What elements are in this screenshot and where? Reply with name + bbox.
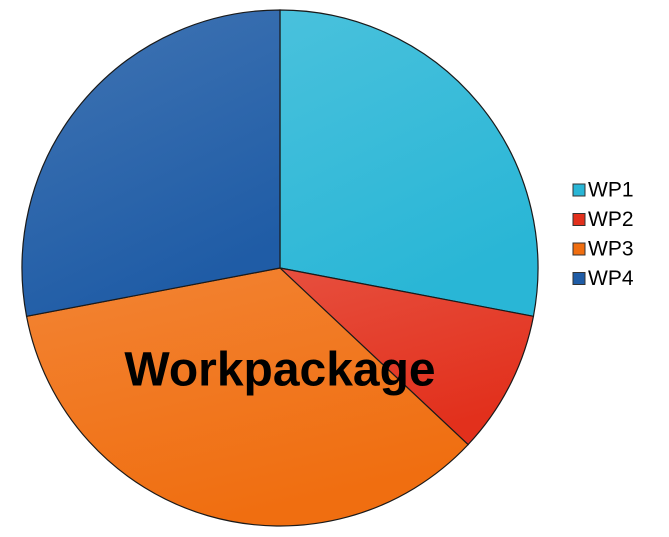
pie-slice	[279, 9, 539, 318]
legend-label: WP4	[588, 267, 634, 290]
pie	[21, 9, 539, 527]
pie-slice	[25, 267, 469, 527]
legend-swatch	[572, 272, 586, 285]
legend-label: WP2	[588, 208, 634, 231]
legend-swatch	[572, 183, 586, 197]
legend-swatch	[572, 242, 586, 256]
pie-slice	[21, 9, 281, 318]
legend-swatch	[572, 213, 586, 226]
pie-slice	[278, 267, 535, 446]
legend-label: WP1	[588, 179, 634, 202]
legend: WP1 WP2 WP3 WP4	[572, 179, 634, 290]
legend-label: WP3	[588, 238, 634, 261]
chart-title: Workpackage	[124, 344, 435, 397]
